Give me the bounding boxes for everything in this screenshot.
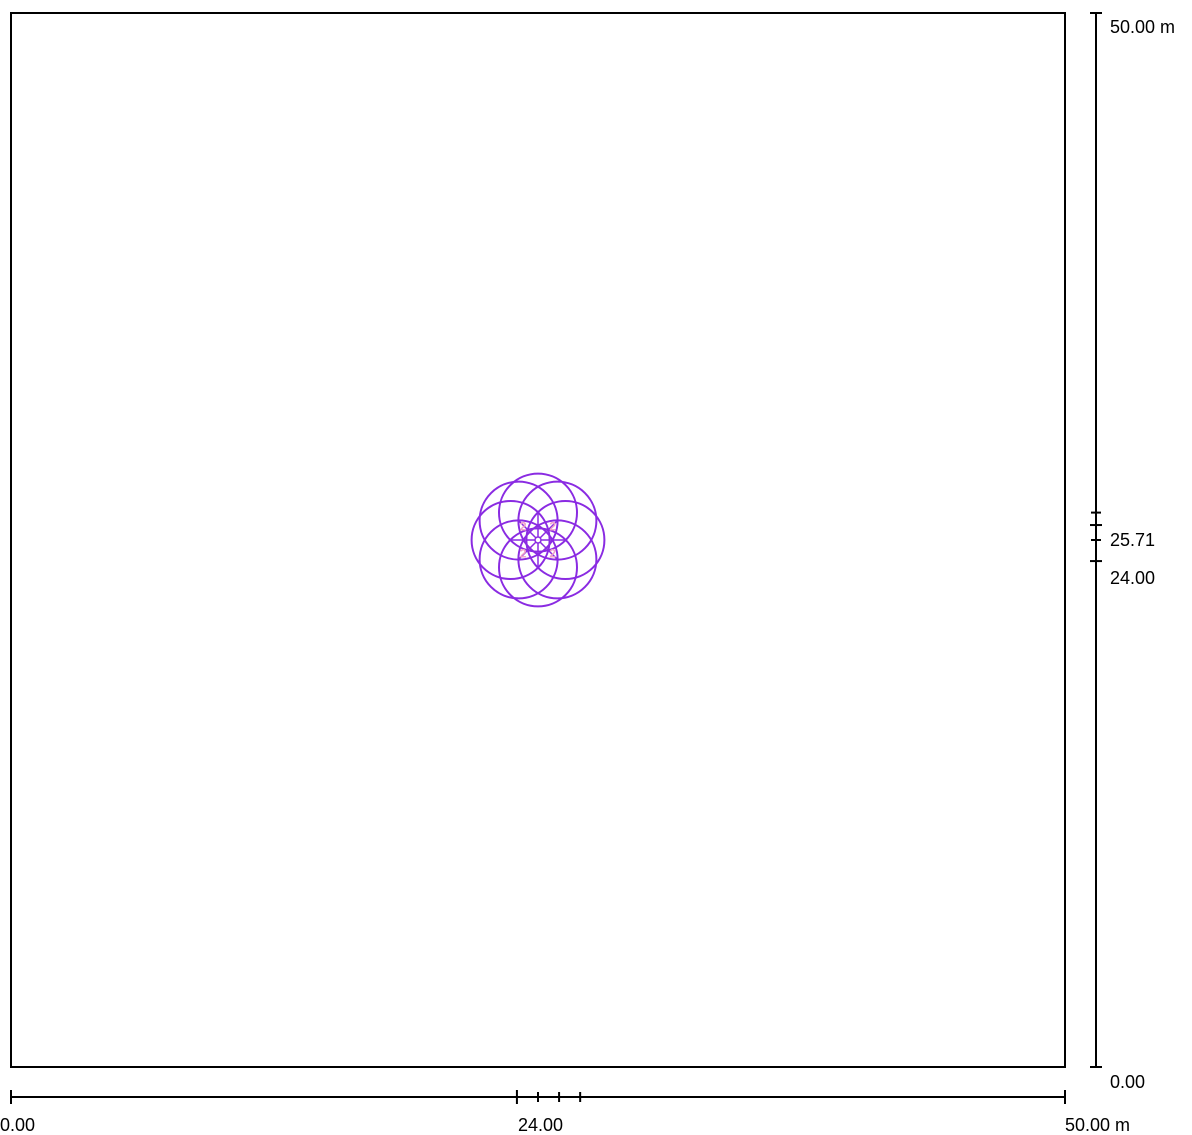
luminaire-label: 2 (549, 547, 556, 561)
luminaire-hub (534, 536, 542, 544)
x-label-start: 0.00 (0, 1115, 35, 1135)
luminaire-label: 2 (520, 547, 527, 561)
luminaire-label: 2 (520, 519, 527, 533)
y-label-top: 50.00 m (1110, 17, 1175, 37)
luminaire-circle (470, 500, 551, 580)
luminaire-label: 2 (549, 519, 556, 533)
x-label-mid: 24.00 (518, 1115, 563, 1135)
luminaire-circle (478, 519, 559, 600)
y-label-lower-mid: 24.00 (1110, 568, 1155, 588)
x-dimension-line (10, 1090, 1066, 1104)
luminaire-cluster: 2 2 2 2 (470, 472, 606, 608)
y-dimension-line (1090, 12, 1102, 1068)
y-label-upper-mid: 25.71 (1110, 530, 1155, 550)
luminaire-spoke (518, 520, 539, 541)
room-outline (10, 12, 1066, 1068)
x-label-end: 50.00 m (1065, 1115, 1130, 1135)
luminaire-spoke (518, 539, 539, 560)
y-label-bottom: 0.00 (1110, 1072, 1145, 1092)
luminaire-circle (498, 527, 578, 608)
luminaire-circle (478, 480, 559, 561)
